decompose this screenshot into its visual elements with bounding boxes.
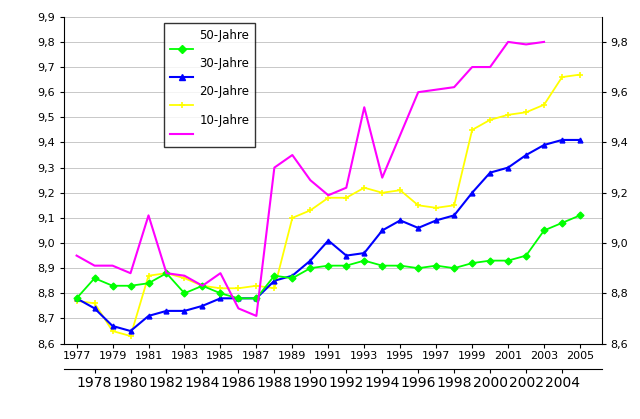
Legend: 50-Jahre, , 30-Jahre, , 20-Jahre, , 10-Jahre, : 50-Jahre, , 30-Jahre, , 20-Jahre, , 10-J… [164,23,255,147]
